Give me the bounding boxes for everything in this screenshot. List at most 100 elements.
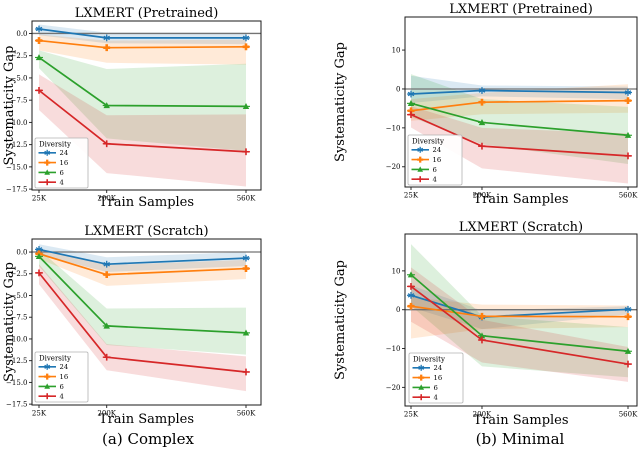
confidence-band-4: [39, 264, 246, 392]
marker-plus-filled-icon: [407, 107, 415, 115]
x-tick-label: 25K: [404, 411, 419, 419]
marker-plus-filled-icon: [44, 373, 51, 380]
y-tick-label: −10.0: [6, 335, 27, 343]
confidence-band-24: [411, 285, 628, 330]
y-axis-label: Systematicity Gap: [333, 42, 348, 162]
marker-star-icon: [407, 293, 415, 298]
marker-star-icon: [103, 35, 110, 41]
marker-triangle-up-icon: [44, 383, 51, 389]
marker-plus-filled-icon: [44, 159, 51, 166]
marker-plus-filled-icon: [624, 313, 632, 321]
marker-plus-filled-icon: [624, 97, 632, 105]
marker-star-icon: [44, 364, 51, 369]
axes-border: [31, 238, 262, 406]
legend-entry-label: 4: [60, 179, 64, 187]
marker-triangle-up-icon: [103, 102, 110, 109]
marker-star-icon: [478, 88, 486, 93]
legend-entry-label: 6: [60, 169, 64, 177]
marker-star-icon: [44, 150, 51, 155]
y-tick-label: −2.5: [11, 52, 28, 60]
legend-box: [34, 137, 89, 189]
x-tick-label: 200K: [473, 411, 492, 419]
marker-triangle-up-icon: [242, 329, 250, 336]
plot-title: LXMERT (Scratch): [84, 224, 208, 239]
x-tick-label: 560K: [619, 411, 638, 419]
legend-entry-label: 6: [434, 384, 438, 392]
x-tick-label: 200K: [473, 192, 492, 200]
y-tick-label: −10: [386, 124, 401, 132]
y-tick-label: −15.0: [6, 163, 27, 171]
y-tick-label: −10: [386, 345, 401, 353]
marker-triangle-up-icon: [478, 332, 486, 339]
marker-triangle-up-icon: [407, 99, 415, 107]
x-tick-label: 560K: [619, 192, 638, 200]
marker-triangle-up-icon: [478, 119, 486, 126]
marker-plus-filled-icon: [418, 374, 425, 381]
legend-entry-label: 16: [434, 374, 443, 382]
plot-title: LXMERT (Scratch): [459, 220, 583, 235]
axes-border: [404, 16, 638, 188]
y-tick-label: −17.5: [6, 186, 27, 194]
legend-entry-label: 4: [433, 176, 437, 184]
marker-star-icon: [418, 365, 425, 370]
marker-triangle-up-icon: [35, 54, 43, 61]
marker-triangle-up-icon: [35, 252, 43, 260]
y-tick-label: 0.0: [16, 248, 27, 256]
legend-title: Diversity: [39, 355, 71, 363]
y-tick-label: −20: [386, 163, 401, 171]
marker-plus-filled-icon: [478, 312, 486, 320]
marker-plus-filled-icon: [103, 44, 111, 52]
legend-entry-label: 24: [60, 363, 69, 371]
confidence-band-4: [411, 267, 628, 382]
legend-entry-label: 6: [433, 166, 437, 174]
marker-triangle-up-icon: [624, 131, 632, 138]
marker-triangle-up-icon: [418, 384, 425, 390]
y-tick-label: −20: [386, 384, 401, 392]
y-axis-label: Systematicity Gap: [333, 260, 348, 380]
y-tick-label: 0.0: [16, 30, 27, 38]
panel-minimal-bottom: 10 0 −10 −20 25K 200K 560K LXMERT (Scratch) Trai…: [333, 220, 638, 428]
confidence-band-4: [39, 74, 246, 187]
axes-border: [31, 20, 262, 191]
y-tick-label: −2.5: [11, 270, 28, 278]
legend-box: [408, 352, 464, 404]
y-tick-label: −7.5: [11, 97, 28, 105]
legend-title: Diversity: [39, 141, 71, 149]
legend-title: Diversity: [413, 356, 445, 364]
marker-plus-filled-icon: [417, 156, 424, 163]
marker-star-icon: [35, 247, 43, 252]
y-tick-label: −5.0: [11, 292, 28, 300]
y-tick-label: 10: [392, 46, 401, 54]
x-axis-label: Train Samples: [99, 412, 194, 427]
confidence-band-4: [411, 106, 628, 184]
caption-minimal: (b) Minimal: [475, 430, 565, 448]
x-tick-label: 25K: [404, 192, 419, 200]
x-axis-label: Train Samples: [473, 413, 568, 428]
confidence-band-6: [411, 74, 628, 165]
y-tick-label: 0: [396, 85, 400, 93]
x-tick-label: 200K: [97, 410, 116, 418]
y-tick-label: 0: [396, 306, 400, 314]
legend-entry-label: 24: [60, 149, 69, 157]
marker-star-icon: [407, 91, 415, 97]
y-tick-label: 10: [392, 267, 401, 275]
legend-entry-label: 16: [433, 156, 442, 164]
marker-triangle-up-icon: [417, 166, 424, 172]
marker-triangle-up-icon: [44, 169, 51, 175]
confidence-band-24: [39, 24, 246, 45]
legend-entry-label: 16: [60, 159, 69, 167]
caption-complex: (a) Complex: [102, 430, 194, 448]
marker-star-icon: [242, 35, 250, 41]
y-tick-label: −17.5: [6, 401, 27, 409]
plot-title: LXMERT (Pretrained): [449, 2, 593, 17]
y-tick-label: −15.0: [6, 379, 27, 387]
legend-title: Diversity: [412, 138, 444, 146]
confidence-band-16: [39, 34, 246, 65]
marker-triangle-up-icon: [624, 347, 632, 354]
marker-triangle-up-icon: [103, 322, 110, 329]
marker-star-icon: [624, 307, 632, 312]
x-tick-label: 25K: [32, 195, 47, 203]
x-tick-label: 560K: [237, 410, 256, 418]
confidence-band-16: [39, 248, 246, 286]
